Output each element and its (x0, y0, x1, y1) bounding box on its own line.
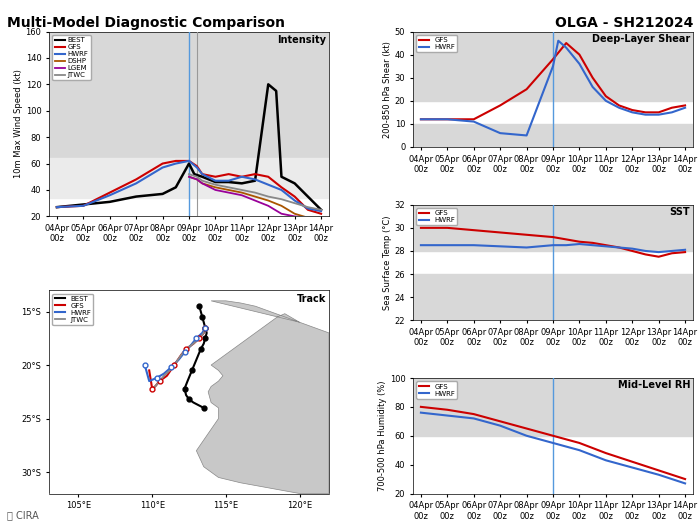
Bar (49, 32, 329, 158)
Text: Multi-Model Diagnostic Comparison: Multi-Model Diagnostic Comparison (7, 16, 285, 30)
Polygon shape (197, 301, 329, 494)
Y-axis label: 200-850 hPa Shear (kt): 200-850 hPa Shear (kt) (383, 41, 392, 138)
Y-axis label: 700-500 hPa Humidity (%): 700-500 hPa Humidity (%) (378, 381, 387, 491)
Legend: BEST, GFS, HWRF, DSHP, LGEM, JTWC: BEST, GFS, HWRF, DSHP, LGEM, JTWC (52, 35, 91, 80)
Text: Ⓢ CIRA: Ⓢ CIRA (7, 510, 38, 520)
Bar (413, 205, 693, 251)
Legend: GFS, HWRF: GFS, HWRF (416, 208, 458, 225)
Bar (413, 124, 693, 147)
Y-axis label: Sea Surface Temp (°C): Sea Surface Temp (°C) (383, 215, 392, 310)
Text: SST: SST (670, 207, 690, 217)
Text: Deep-Layer Shear: Deep-Layer Shear (592, 34, 690, 44)
Bar (413, 378, 693, 436)
Legend: GFS, HWRF: GFS, HWRF (416, 35, 458, 52)
Bar (413, 32, 693, 101)
Bar (413, 274, 693, 320)
Text: Track: Track (297, 294, 326, 304)
Legend: GFS, HWRF: GFS, HWRF (416, 382, 458, 398)
Bar (49, 158, 329, 198)
Legend: BEST, GFS, HWRF, JTWC: BEST, GFS, HWRF, JTWC (52, 293, 94, 325)
Text: Mid-Level RH: Mid-Level RH (617, 380, 690, 390)
Text: OLGA - SH212024: OLGA - SH212024 (554, 16, 693, 30)
Y-axis label: 10m Max Wind Speed (kt): 10m Max Wind Speed (kt) (14, 69, 22, 178)
Text: Intensity: Intensity (277, 35, 326, 45)
